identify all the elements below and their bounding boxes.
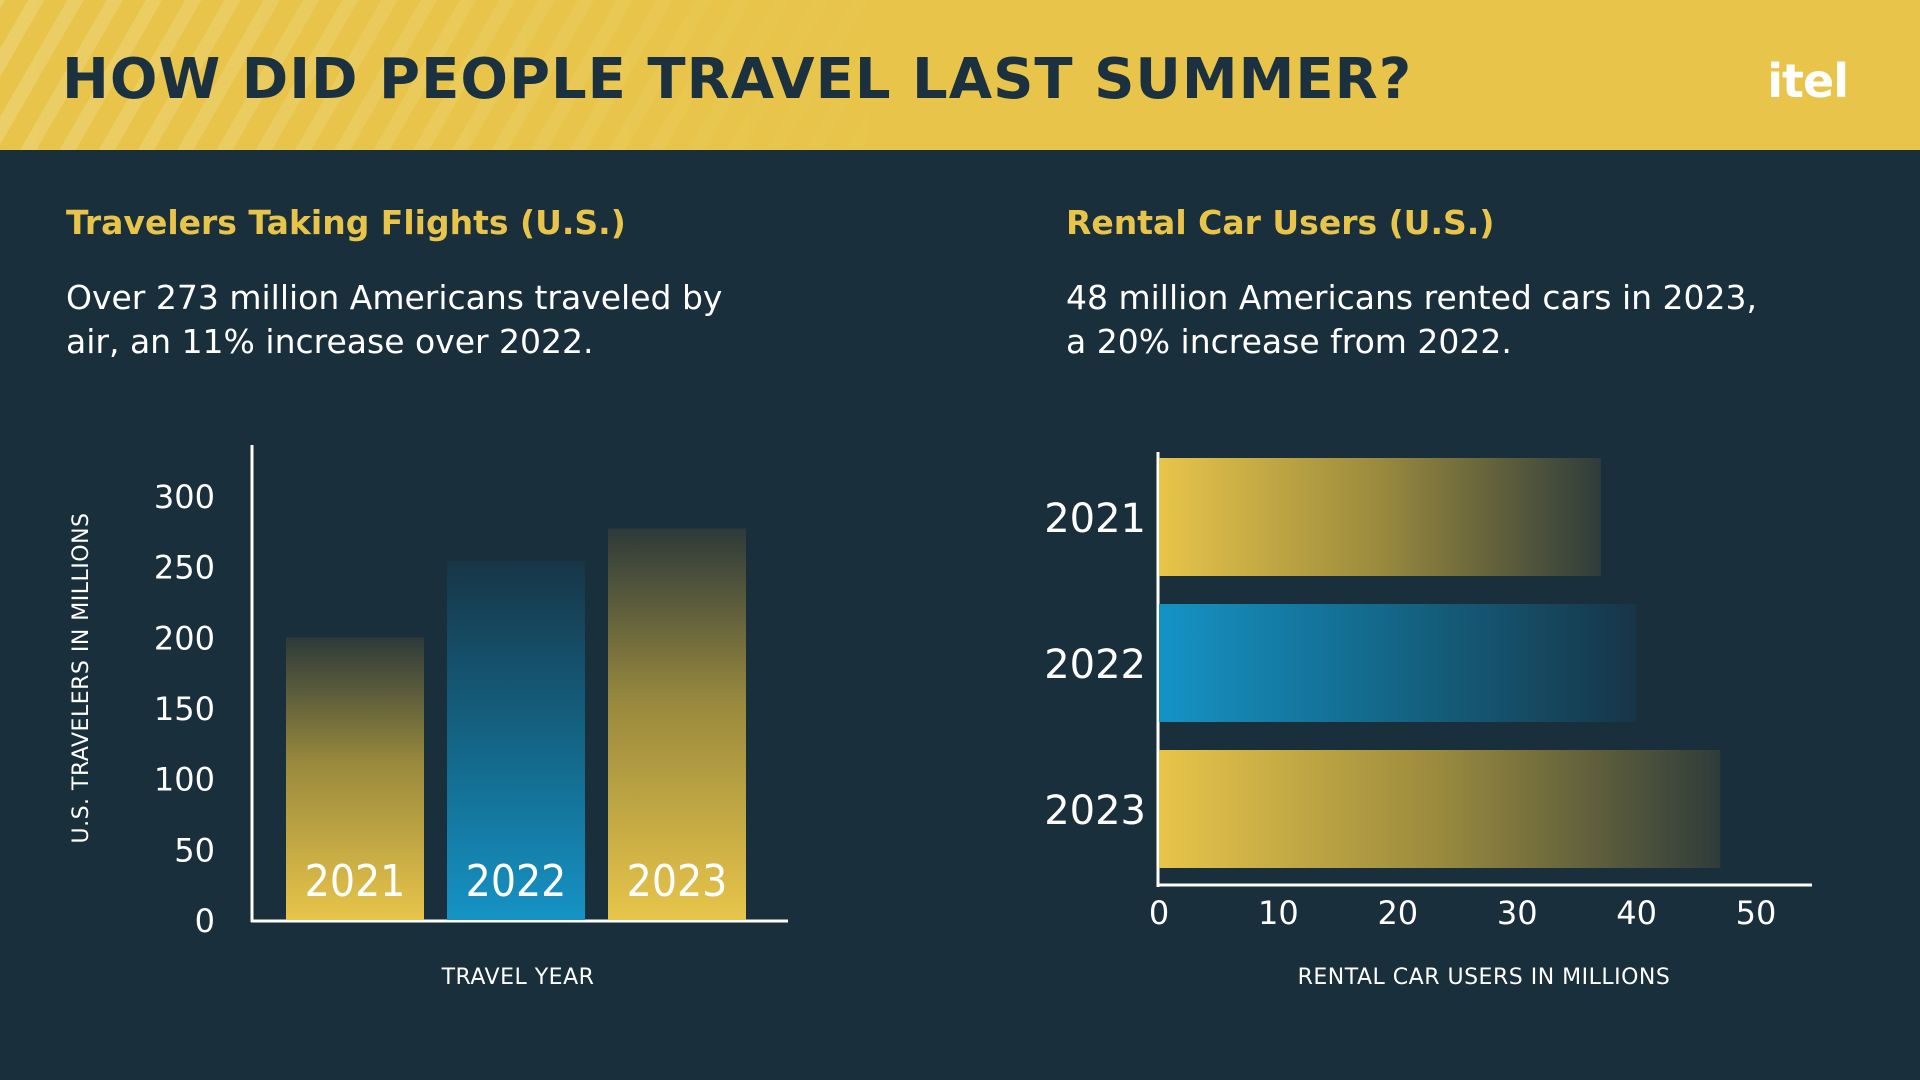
rental-panel-description: 48 million Americans rented cars in 2023…: [1066, 278, 1758, 361]
rental-category-label-2023: 2023: [1044, 788, 1146, 834]
flights-bar-label-2023: 2023: [627, 856, 728, 907]
rental-x-tick-label: 30: [1497, 894, 1538, 932]
banner-stripes: [0, 0, 900, 150]
rental-bar-2021: [1159, 458, 1601, 576]
rental-x-tick-label: 40: [1616, 894, 1657, 932]
flights-panel-description: Over 273 million Americans traveled by a…: [66, 278, 723, 361]
flights-y-tick-label: 100: [154, 761, 215, 799]
flights-bar-label-2022: 2022: [466, 856, 567, 907]
flights-y-axis-title: U.S. TRAVELERS IN MILLIONS: [69, 512, 94, 843]
flights-y-tick-label: 200: [154, 619, 215, 657]
rental-x-tick-label: 0: [1149, 894, 1169, 932]
flights-y-tick-label: 250: [154, 549, 215, 587]
rental-category-label-2022: 2022: [1044, 642, 1146, 688]
flights-x-axis-title: TRAVEL YEAR: [441, 965, 595, 990]
flights-bar-label-2021: 2021: [305, 856, 406, 907]
rental-bar-2023: [1159, 750, 1721, 868]
flights-y-tick-label: 300: [154, 478, 215, 516]
flights-bar-2023: [608, 528, 746, 920]
flights-y-tick-label: 0: [195, 902, 215, 940]
rental-bar-2022: [1159, 604, 1637, 722]
rental-category-label-2021: 2021: [1044, 496, 1146, 542]
header-banner: HOW DID PEOPLE TRAVEL LAST SUMMER? itel: [0, 0, 1920, 150]
rental-x-tick-label: 50: [1736, 894, 1777, 932]
page-title: HOW DID PEOPLE TRAVEL LAST SUMMER?: [62, 47, 1413, 112]
flights-bar-2022: [447, 561, 585, 920]
flights-y-tick-label: 150: [154, 690, 215, 728]
rental-x-tick-label: 20: [1377, 894, 1418, 932]
itel-logo: itel: [1767, 54, 1849, 108]
flights-panel-title: Travelers Taking Flights (U.S.): [66, 203, 626, 242]
rental-panel-title: Rental Car Users (U.S.): [1066, 203, 1495, 242]
rental-x-axis-title: RENTAL CAR USERS IN MILLIONS: [1298, 965, 1671, 990]
flights-y-tick-label: 50: [174, 831, 215, 869]
flights-bar-2021: [286, 637, 424, 920]
rental-x-tick-label: 10: [1258, 894, 1299, 932]
